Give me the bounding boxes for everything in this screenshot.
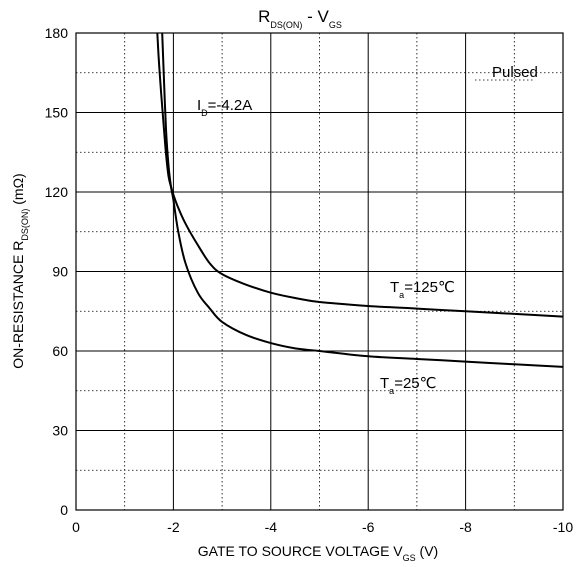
x-tick-label: -6 [362, 519, 375, 535]
y-tick-label: 90 [52, 264, 68, 280]
id-subscript: D [201, 108, 208, 118]
id-rest: =-4.2A [208, 97, 253, 114]
series-lines [156, 32, 564, 368]
x-axis-title-unit: (V) [416, 543, 439, 559]
x-axis-title: GATE TO SOURCE VOLTAGE VGS (V) [198, 543, 438, 563]
y-tick-label: 180 [45, 25, 69, 41]
y-tick-label: 150 [45, 105, 69, 121]
x-axis-title-main: GATE TO SOURCE VOLTAGE V [198, 543, 404, 559]
x-tick-label: -2 [167, 519, 180, 535]
y-tick-label: 60 [52, 343, 68, 359]
minor-gridlines [76, 33, 563, 510]
axis-titles: GATE TO SOURCE VOLTAGE VGS (V) ON-RESISTA… [10, 173, 438, 563]
x-tick-label: -10 [553, 519, 573, 535]
label-ta-125c: Ta=125℃ [390, 279, 455, 300]
annotation-pulsed: Pulsed [492, 64, 538, 81]
annotation-id: ID=-4.2A [197, 97, 252, 118]
chart-title-text: RDS(ON) - VGS [258, 7, 342, 30]
x-tick-label: -4 [265, 519, 278, 535]
series-label-subscript: a [389, 386, 394, 396]
x-axis-title-subscript: GS [403, 553, 416, 563]
series-label-rest: =25℃ [394, 375, 436, 392]
y-axis-title: ON-RESISTANCE RDS(ON) (mΩ) [10, 173, 30, 368]
y-tick-label: 0 [60, 502, 68, 518]
series-label-subscript: a [399, 290, 404, 300]
major-gridlines [76, 33, 563, 510]
y-tick-label: 120 [45, 184, 69, 200]
series-line-125c [156, 32, 564, 318]
y-tick-label: 30 [52, 423, 68, 439]
x-tick-label: -8 [459, 519, 472, 535]
y-axis-title-subscript: DS(ON) [20, 209, 30, 241]
chart-title: RDS(ON) - VGS [258, 7, 342, 30]
x-tick-label: 0 [72, 519, 80, 535]
plot-frame [75, 32, 564, 511]
title-main: R [258, 7, 270, 26]
id-main: I [197, 97, 201, 114]
series-line-25c [161, 32, 564, 368]
series-label-main: T [380, 375, 389, 392]
y-axis-title-unit: (mΩ) [10, 173, 26, 208]
series-label-rest: =125℃ [404, 279, 455, 296]
title-sep: - V [302, 7, 329, 26]
title-subscript: DS(ON) [270, 20, 302, 30]
label-ta-25c: Ta=25℃ [380, 375, 436, 396]
tick-labels: 0 -2 -4 -6 -8 -10 0 30 60 90 120 150 180 [45, 25, 574, 535]
y-axis-title-main: ON-RESISTANCE R [10, 241, 26, 369]
title-subscript: GS [329, 20, 342, 30]
series-label-main: T [390, 279, 399, 296]
